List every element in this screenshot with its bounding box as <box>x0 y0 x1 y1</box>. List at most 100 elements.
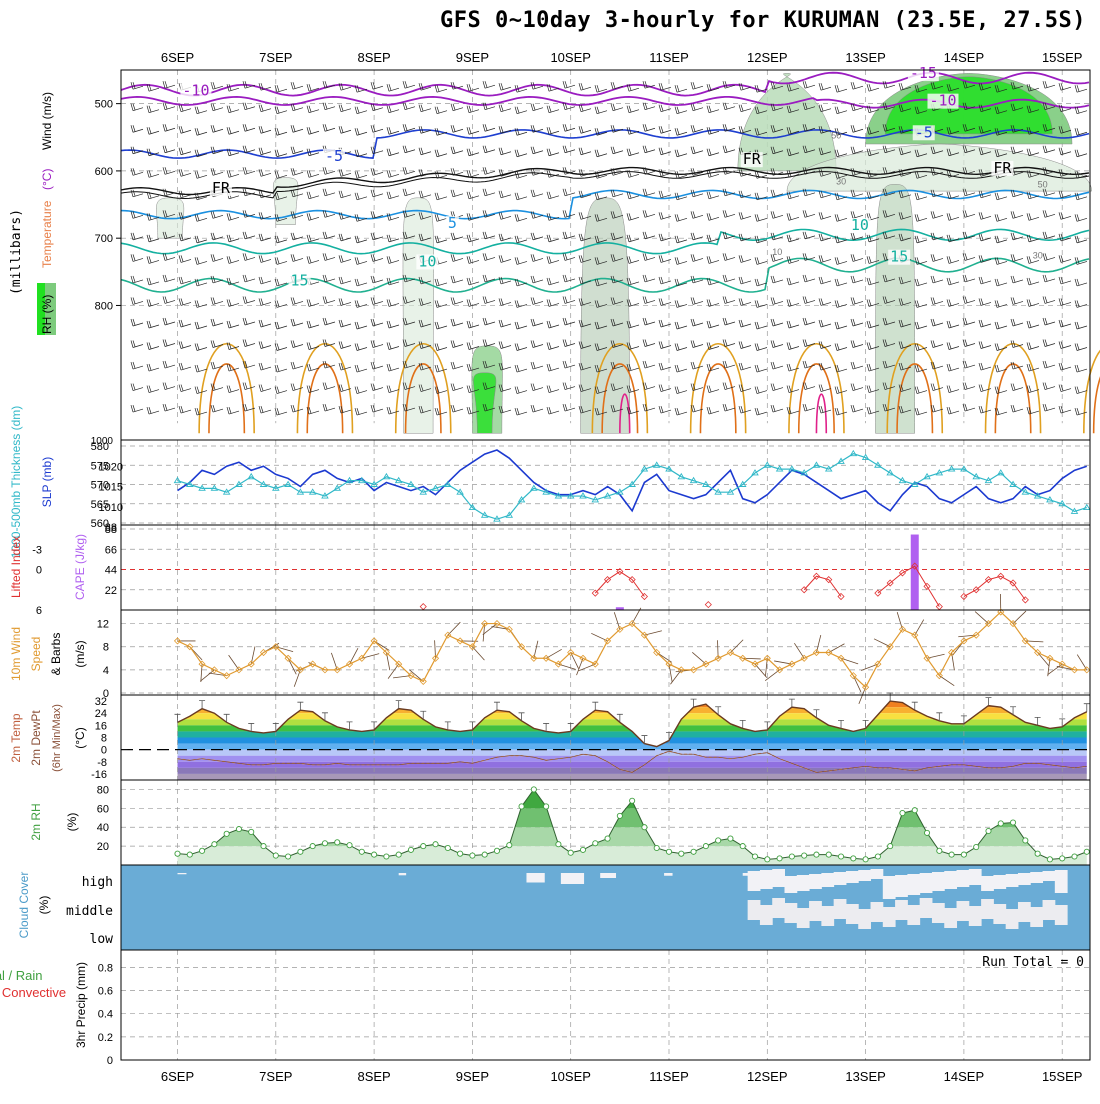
upper-wind-barb <box>675 236 687 243</box>
cloud-middle <box>981 899 994 919</box>
upper-wind-barb <box>675 128 687 135</box>
cloud-middle <box>1055 905 1068 925</box>
cloud-high <box>944 871 957 889</box>
isotherm-label: 10 <box>851 216 869 234</box>
rh-point <box>298 849 303 854</box>
upper-wind-barb <box>147 106 159 113</box>
upper-wind-barb <box>755 300 767 307</box>
upper-wind-barb <box>227 278 239 285</box>
upper-wind-barb <box>979 363 991 370</box>
cape-bar <box>911 535 919 610</box>
wind-barb <box>853 676 861 692</box>
upper-wind-barb <box>643 383 655 390</box>
rh-point <box>544 804 549 809</box>
upper-wind-barb <box>547 127 559 134</box>
wind-barb <box>794 643 804 658</box>
upper-wind-barb <box>579 126 591 133</box>
upper-wind-barb <box>147 364 159 371</box>
upper-wind-barb <box>275 171 287 178</box>
upper-wind-barb <box>243 275 255 282</box>
upper-wind-barb <box>707 386 719 393</box>
upper-wind-barb <box>947 364 959 371</box>
upper-wind-barb <box>947 386 959 393</box>
upper-wind-barb <box>307 386 319 393</box>
upper-wind-barb <box>515 387 527 394</box>
upper-wind-barb <box>163 318 175 325</box>
rh-point <box>212 842 217 847</box>
upper-wind-barb <box>739 320 751 327</box>
upper-wind-barb <box>707 213 719 220</box>
upper-wind-barb <box>435 85 447 92</box>
upper-y-tick: 600 <box>95 166 113 178</box>
upper-wind-barb <box>515 150 527 157</box>
upper-wind-barb <box>851 254 863 261</box>
upper-wind-barb <box>467 256 479 263</box>
upper-wind-barb <box>547 407 559 414</box>
run-total: Run Total = 0 <box>982 955 1084 970</box>
upper-wind-barb <box>1043 81 1055 88</box>
upper-wind-barb <box>803 232 815 239</box>
upper-wind-barb <box>131 384 143 391</box>
cloud-high <box>907 874 920 895</box>
rh-point <box>199 848 204 853</box>
rh-point <box>924 830 929 835</box>
upper-wind-barb <box>643 318 655 325</box>
cloud-high <box>858 870 871 881</box>
cloud-middle <box>1030 907 1043 927</box>
upper-wind-barb <box>131 276 143 283</box>
upper-wind-barb <box>755 257 767 264</box>
rh-point <box>531 787 536 792</box>
upper-wind-barb <box>195 408 207 415</box>
upper-wind-barb <box>787 321 799 328</box>
upper-wind-barb <box>163 383 175 390</box>
upper-wind-barb <box>691 254 703 261</box>
rh-point <box>236 827 241 832</box>
upper-wind-barb <box>563 404 575 411</box>
upper-wind-barb <box>739 212 751 219</box>
day-label-top: 10SEP <box>550 50 590 65</box>
rh-point <box>322 841 327 846</box>
temp-band <box>121 738 1090 744</box>
rh-point <box>679 851 684 856</box>
upper-wind-barb <box>643 340 655 347</box>
upper-wind-barb <box>467 278 479 285</box>
rh-point <box>666 849 671 854</box>
upper-wind-barb <box>275 387 287 394</box>
upper-wind-barb <box>1043 318 1055 325</box>
rh-point <box>937 848 942 853</box>
upper-wind-barb <box>211 233 223 240</box>
isotherm-label: FR <box>743 150 762 168</box>
rh-point <box>285 854 290 859</box>
cloud-middle <box>797 908 810 928</box>
upper-wind-barb <box>851 319 863 326</box>
upper-wind-barb <box>691 384 703 391</box>
upper-wind-barb <box>547 343 559 350</box>
upper-wind-barb <box>563 146 575 153</box>
day-label-bottom: 9SEP <box>456 1069 489 1084</box>
upper-wind-barb <box>563 81 575 88</box>
upper-wind-barb <box>1011 254 1023 261</box>
upper-wind-barb <box>211 297 223 304</box>
upper-wind-barb <box>483 232 495 239</box>
upper-wind-barb <box>387 256 399 263</box>
upper-wind-barb <box>499 320 511 327</box>
upper-wind-barb <box>275 107 287 114</box>
upper-wind-barb <box>227 407 239 414</box>
upper-wind-barb <box>979 406 991 413</box>
upper-wind-barb <box>515 214 527 221</box>
cloud-label: Cloud Cover <box>17 872 31 939</box>
upper-wind-barb <box>467 84 479 91</box>
upper-wind-barb <box>211 104 223 111</box>
upper-wind-barb <box>195 387 207 394</box>
temp-band <box>121 768 1090 774</box>
upper-wind-barb <box>259 320 271 327</box>
upper-wind-barb <box>675 150 687 157</box>
upper-wind-barb <box>451 147 463 154</box>
upper-wind-barb <box>371 147 383 154</box>
thickness-axis-label: 1000-500mb Thickness (dm) <box>9 406 23 559</box>
upper-wind-barb <box>835 85 847 92</box>
upper-wind-barb <box>259 234 271 241</box>
upper-wind-barb <box>211 168 223 175</box>
rh-point <box>974 844 979 849</box>
rh-point <box>224 831 229 836</box>
